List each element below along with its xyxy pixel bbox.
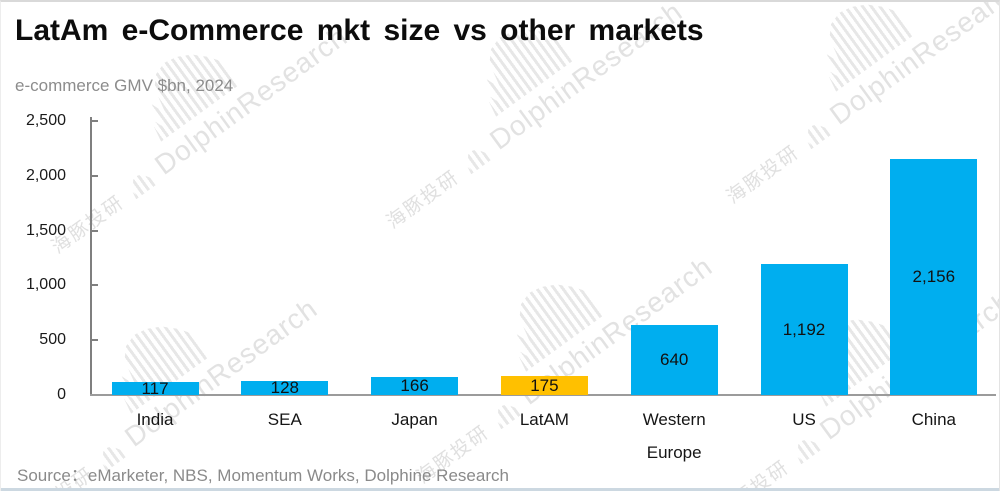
y-tick-label: 0: [57, 386, 66, 403]
page-title: LatAm e-Commerce mkt size vs other marke…: [15, 14, 704, 47]
bottom-edge-strip: [1, 488, 999, 491]
value-label: 2,156: [912, 267, 956, 287]
category-label: Western Europe: [642, 410, 706, 462]
y-axis-line: [90, 117, 92, 396]
y-axis-tick: [92, 174, 98, 177]
y-tick-label: 2,000: [25, 166, 66, 184]
chart-subtitle: e-commerce GMV $bn, 2024: [15, 76, 234, 95]
value-label: 166: [400, 376, 429, 396]
category-label: India: [136, 410, 174, 429]
value-label: 128: [270, 378, 299, 398]
source-note: Source：eMarketer, NBS, Momentum Works, D…: [17, 466, 509, 485]
y-axis-tick: [92, 120, 98, 122]
bar-sea: [241, 380, 329, 395]
y-tick-label: 1,000: [25, 276, 66, 294]
y-axis-tick: [92, 229, 98, 232]
value-label: 117: [141, 379, 169, 399]
value-label: 1,192: [782, 320, 826, 340]
bar-latam: [500, 375, 588, 395]
y-axis-tick: [92, 339, 98, 342]
category-label: US: [792, 410, 816, 429]
y-tick-label: 500: [39, 331, 66, 349]
category-label: LatAM: [519, 410, 569, 429]
category-label: China: [911, 410, 956, 429]
category-label: SEA: [267, 410, 302, 429]
y-tick-label: 1,500: [25, 221, 66, 239]
y-axis-tick: [92, 284, 98, 287]
value-label: 640: [660, 350, 689, 370]
bar-japan: [371, 376, 459, 395]
x-axis-line: [90, 394, 996, 396]
bar-china: [890, 158, 978, 395]
category-label: Japan: [391, 410, 438, 429]
y-tick-label: 2,500: [25, 112, 66, 129]
value-label: 175: [530, 375, 559, 395]
bar-western-europe: [630, 324, 718, 395]
